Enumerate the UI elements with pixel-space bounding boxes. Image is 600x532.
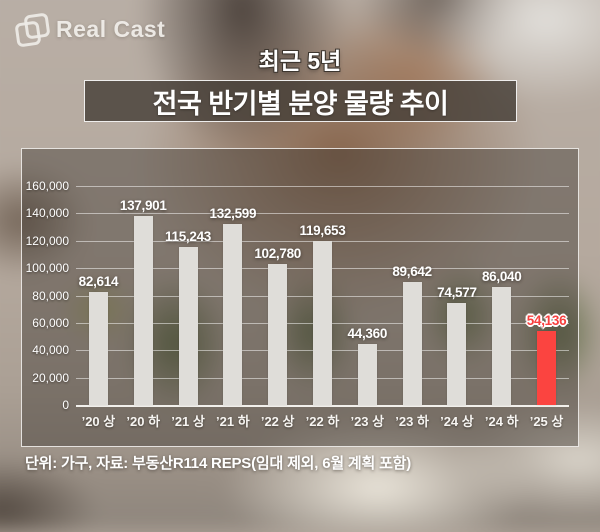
source-note: 단위: 가구, 자료: 부동산R114 REPS(임대 제외, 6월 계획 포함… bbox=[25, 455, 412, 472]
bar bbox=[268, 264, 288, 405]
plot-area: 82,614 137,901 115,243 132,599 102,780 119,65… bbox=[76, 186, 569, 407]
bar-slot: 89,642 bbox=[390, 186, 435, 405]
bar-slot: 74,577 bbox=[435, 186, 480, 405]
bar-slot: 132,599 bbox=[209, 186, 257, 405]
chart-subtitle: 최근 5년 bbox=[258, 48, 342, 74]
bar bbox=[447, 302, 467, 405]
y-tick-label: 100,000 bbox=[25, 261, 69, 276]
bar bbox=[178, 247, 198, 405]
x-tick-label: ’23 상 bbox=[350, 414, 385, 429]
bar-slot: 86,040 bbox=[479, 186, 524, 405]
x-tick-label: ’20 상 bbox=[81, 414, 116, 429]
y-tick-label: 20,000 bbox=[32, 370, 69, 385]
bar-value-label: 137,901 bbox=[119, 198, 167, 214]
x-tick-label: ’21 상 bbox=[171, 414, 205, 429]
y-tick-label: 140,000 bbox=[25, 206, 69, 221]
x-tick-label: ’21 하 bbox=[216, 414, 250, 429]
page-title: 전국 반기별 분양 물량 추이 bbox=[152, 88, 449, 119]
x-tick-label: ’24 하 bbox=[484, 414, 519, 429]
bar-value-label: 115,243 bbox=[165, 229, 212, 245]
logo-brand-text: Real Cast bbox=[56, 15, 166, 42]
title-bar: 전국 반기별 분양 물량 추이 bbox=[84, 80, 517, 122]
bar-value-label: 54,136 bbox=[526, 312, 567, 328]
bar-value-label: 44,360 bbox=[347, 326, 388, 342]
y-tick-label: 40,000 bbox=[32, 343, 69, 358]
bar-value-label: 102,780 bbox=[254, 246, 302, 262]
bar bbox=[312, 241, 332, 405]
x-tick-label: ’22 하 bbox=[305, 414, 340, 429]
x-tick-label: ’24 상 bbox=[440, 414, 474, 429]
y-axis: 0 20,000 40,000 60,000 80,000 100,000 120,000 1… bbox=[22, 179, 69, 412]
gridline bbox=[76, 186, 569, 187]
bar-value-label: 132,599 bbox=[209, 205, 257, 221]
y-tick-label: 80,000 bbox=[32, 288, 69, 303]
y-tick-label: 0 bbox=[62, 398, 69, 412]
bar bbox=[223, 223, 243, 405]
bar bbox=[357, 344, 377, 405]
bar bbox=[492, 287, 512, 405]
bar-slot: 82,614 bbox=[76, 186, 121, 405]
logo-square-front bbox=[23, 12, 51, 40]
realcast-logo: Real Cast bbox=[14, 12, 166, 48]
bar-slot: 119,653 bbox=[299, 186, 346, 405]
x-tick-label: ’23 하 bbox=[395, 414, 429, 429]
bar-value-label: 82,614 bbox=[78, 273, 119, 289]
bar-value-label: 89,642 bbox=[392, 264, 432, 280]
x-tick-label: ’22 상 bbox=[260, 414, 295, 429]
bar-slot: 115,243 bbox=[165, 186, 212, 405]
bar bbox=[133, 216, 153, 405]
bar-slot: 44,360 bbox=[345, 186, 390, 405]
x-axis: ’20 상 ’20 하 ’21 상 ’21 하 ’22 상 ’22 하 ’23 상 ’23 하… bbox=[76, 411, 569, 430]
bar-slot: 137,901 bbox=[119, 186, 167, 405]
x-tick-label: ’25 상 bbox=[529, 414, 564, 429]
y-tick-label: 60,000 bbox=[32, 315, 69, 330]
y-tick-label: 120,000 bbox=[25, 233, 69, 248]
x-tick-label: ’20 하 bbox=[126, 414, 161, 429]
bar-highlighted bbox=[537, 330, 557, 405]
bar-value-label: 86,040 bbox=[481, 269, 522, 285]
y-tick-label: 160,000 bbox=[25, 179, 69, 193]
chart-panel: 0 20,000 40,000 60,000 80,000 100,000 120,000 1… bbox=[21, 148, 579, 447]
bar bbox=[88, 291, 108, 405]
bar-value-label: 119,653 bbox=[299, 223, 346, 239]
realcast-logo-icon bbox=[14, 12, 51, 48]
gridline bbox=[76, 213, 569, 215]
bar-slot: 54,136 bbox=[524, 186, 569, 405]
bar bbox=[402, 282, 422, 405]
bar-value-label: 74,577 bbox=[437, 284, 477, 300]
bars-layer: 82,614 137,901 115,243 132,599 102,780 119,65… bbox=[76, 186, 569, 405]
bar-slot: 102,780 bbox=[254, 186, 302, 405]
